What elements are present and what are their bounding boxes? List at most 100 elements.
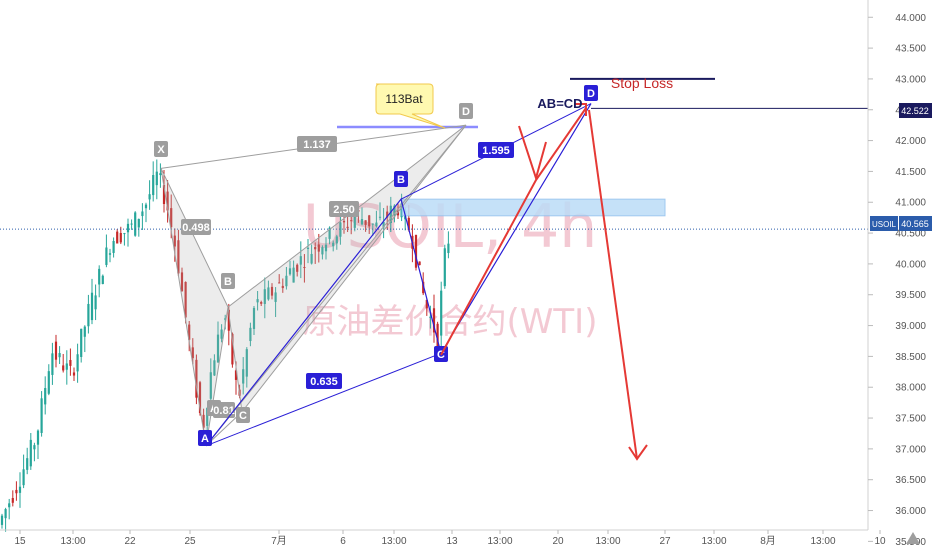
abcd-pattern: A B C D 0.635 1.595 xyxy=(198,85,598,447)
bat-ratio-box xyxy=(329,201,359,217)
time-tick-label: 20 xyxy=(552,536,564,547)
candle-body xyxy=(62,365,65,371)
candle-body xyxy=(195,359,198,398)
candle-body xyxy=(40,398,43,433)
candle-body xyxy=(105,247,108,265)
candle-body xyxy=(267,287,270,300)
usoil-tag: USOIL 40.565 xyxy=(870,216,932,231)
price-tick-label: 43.000 xyxy=(895,74,926,85)
level-price-box xyxy=(899,103,932,118)
abcd-ratio-label: 1.595 xyxy=(482,145,510,157)
price-tick-label: 36.500 xyxy=(895,475,926,486)
candle-body xyxy=(4,509,7,519)
candle-body xyxy=(310,253,313,264)
time-tick-label: 6 xyxy=(340,536,346,547)
abcd-point-label: A xyxy=(201,433,209,445)
candle-body xyxy=(245,349,248,377)
candle-body xyxy=(116,231,119,244)
candle-body xyxy=(162,185,166,205)
candle-body xyxy=(144,204,148,209)
candle-body xyxy=(166,191,169,211)
bat-ratio-box xyxy=(213,402,235,418)
bat-point-label: X xyxy=(157,144,165,156)
candle-body xyxy=(393,205,396,216)
candle-body xyxy=(119,232,122,243)
candle-body xyxy=(339,222,342,237)
candle-body xyxy=(83,326,86,337)
candle-body xyxy=(281,285,284,289)
candle-body xyxy=(72,372,76,376)
time-tick-label: 13 xyxy=(446,536,458,547)
candle-body xyxy=(303,267,306,269)
candle-body xyxy=(54,341,58,360)
price-tick-label: 41.500 xyxy=(895,167,926,178)
time-tick-label: 15 xyxy=(14,536,26,547)
candle-body xyxy=(206,408,209,426)
candle-body xyxy=(382,221,385,228)
candle-body xyxy=(440,290,443,336)
bat-callout: 113Bat xyxy=(375,83,446,129)
candle-body xyxy=(263,289,266,304)
price-tick-label: 42.000 xyxy=(895,136,926,147)
candle-body xyxy=(252,307,256,329)
candle-body xyxy=(407,217,410,231)
candle-body xyxy=(436,323,439,347)
candle-body xyxy=(108,253,112,255)
price-tick-label: 40.500 xyxy=(895,229,926,240)
candle-body xyxy=(101,275,104,285)
time-axis-ticks: 15 13:00 22 25 7月 6 13:00 13 13:00 20 13:00 27 13:00… xyxy=(14,530,886,547)
candle-body xyxy=(242,369,245,384)
bat-callout-text: 113Bat xyxy=(385,92,423,106)
bat-ad-line xyxy=(205,124,467,447)
abcd-point-box xyxy=(198,430,212,446)
candle-body xyxy=(177,240,180,274)
candle-body xyxy=(15,489,18,494)
tradingview-logo[interactable] xyxy=(906,532,920,544)
price-tick-label: 38.000 xyxy=(895,383,926,394)
candle-body xyxy=(296,264,299,272)
candle-body xyxy=(26,458,29,470)
candle-body xyxy=(274,292,277,302)
watermark-description: 原油差价合约(WTI) xyxy=(303,302,598,342)
price-tick-label: 36.000 xyxy=(895,506,926,517)
down-arrow-shaft xyxy=(588,109,638,460)
usoil-tag-label: USOIL xyxy=(872,220,897,229)
time-tick-label: 10 xyxy=(874,536,886,547)
candle-body xyxy=(134,212,137,236)
candle-body xyxy=(288,268,292,275)
time-tick-label: 22 xyxy=(124,536,136,547)
candle-body xyxy=(76,354,79,372)
candle-body xyxy=(249,327,252,342)
down-arrow-head xyxy=(628,444,648,461)
abcd-ratio-label: 0.635 xyxy=(310,376,338,388)
price-tick-label: 37.000 xyxy=(895,444,926,455)
abcd-point-label: D xyxy=(587,88,595,100)
candle-body xyxy=(396,210,400,216)
pullback-arrow xyxy=(518,125,547,182)
candle-body xyxy=(209,372,212,399)
up-arrow-head xyxy=(574,103,587,116)
candle-body xyxy=(292,267,295,283)
price-tick-label: 39.500 xyxy=(895,290,926,301)
candle-body xyxy=(342,220,346,223)
candle-body xyxy=(425,299,428,309)
candle-body xyxy=(429,316,432,318)
candle-body xyxy=(213,360,216,376)
candle-body xyxy=(148,194,151,200)
price-tick-label: 41.000 xyxy=(895,198,926,209)
time-tick-label: 13:00 xyxy=(487,536,512,547)
candle-body xyxy=(173,235,176,247)
candle-body xyxy=(137,218,140,228)
candle-body xyxy=(360,219,364,225)
time-tick-label: 25 xyxy=(184,536,196,547)
candle-body xyxy=(227,309,230,331)
resistance-zone xyxy=(401,198,666,217)
abcd-title: AB=CD xyxy=(537,96,582,111)
time-tick-label: 7月 xyxy=(271,535,287,547)
candle-body xyxy=(317,244,320,252)
time-tick-label: 8月 xyxy=(760,535,776,547)
candle-body xyxy=(414,234,418,268)
bat-ratio-label: 0.498 xyxy=(182,222,210,234)
candle-body xyxy=(447,243,450,254)
